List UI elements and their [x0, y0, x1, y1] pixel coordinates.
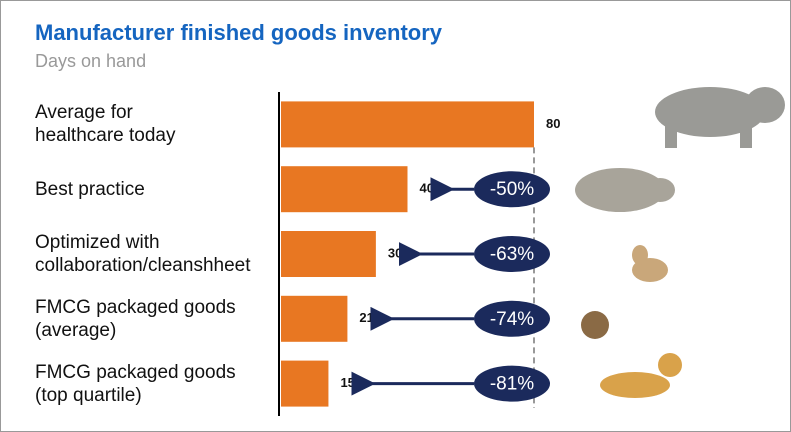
bar	[281, 101, 534, 147]
category-label: FMCG packaged goods (average)	[35, 296, 275, 342]
value-label: 15	[340, 375, 354, 390]
value-label: 40	[420, 181, 434, 196]
category-label: Average for healthcare today	[35, 101, 275, 147]
value-label: 21	[359, 310, 373, 325]
bar	[281, 361, 328, 407]
category-label: FMCG packaged goods (top quartile)	[35, 361, 275, 407]
category-label: Best practice	[35, 178, 275, 201]
bar	[281, 231, 376, 277]
reduction-label: -63%	[490, 244, 534, 265]
bar	[281, 296, 347, 342]
reduction-label: -50%	[490, 179, 534, 200]
value-label: 30	[388, 245, 402, 260]
reduction-label: -81%	[490, 374, 534, 395]
category-label: Optimized with collaboration/cleanshheet	[35, 231, 275, 277]
bar	[281, 166, 408, 212]
value-label: 80	[546, 116, 560, 131]
page: {"chart_data": {"type": "bar", "orientat…	[0, 0, 791, 432]
reduction-label: -74%	[490, 309, 534, 330]
animal-icons	[575, 87, 785, 398]
